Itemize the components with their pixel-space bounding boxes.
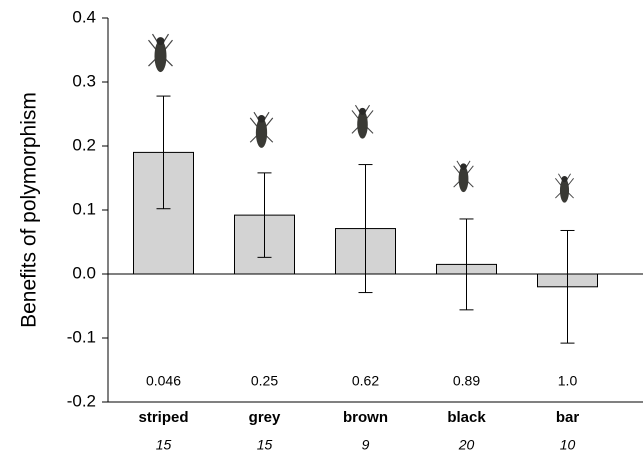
sample-size: 15 bbox=[257, 437, 273, 453]
sample-size: 10 bbox=[560, 437, 576, 453]
y-tick-label: 0.0 bbox=[72, 263, 96, 282]
insect-part bbox=[359, 108, 366, 115]
y-tick-label: -0.1 bbox=[67, 327, 96, 346]
y-tick-label: 0.2 bbox=[72, 135, 96, 154]
x-tick-label: grey bbox=[249, 409, 281, 426]
p-value: 0.62 bbox=[352, 373, 379, 389]
p-value: 0.25 bbox=[251, 373, 278, 389]
insect-icon bbox=[149, 34, 173, 72]
insect-part bbox=[460, 163, 467, 170]
y-tick-label: 0.4 bbox=[72, 7, 96, 26]
chart: Benefits of polymorphism -0.2 -0.1 0.0 0.1 0… bbox=[0, 0, 643, 458]
insect-icon bbox=[352, 105, 373, 138]
insect-icon bbox=[454, 161, 474, 192]
x-tick-label: black bbox=[447, 409, 486, 426]
p-value: 0.046 bbox=[146, 373, 181, 389]
sample-size: 20 bbox=[458, 437, 475, 453]
y-tick-label: 0.3 bbox=[72, 71, 96, 90]
sample-size: 9 bbox=[362, 437, 370, 453]
insect-part bbox=[561, 176, 567, 182]
sample-size: 15 bbox=[156, 437, 172, 453]
y-tick-label: -0.2 bbox=[67, 391, 96, 410]
y-tick-label: 0.1 bbox=[72, 199, 96, 218]
x-tick-label: bar bbox=[556, 409, 580, 426]
insect-icon bbox=[555, 174, 573, 203]
insect-icon bbox=[250, 112, 273, 148]
y-axis-title: Benefits of polymorphism bbox=[18, 92, 41, 328]
p-value: 1.0 bbox=[558, 373, 578, 389]
insect-part bbox=[258, 115, 266, 123]
x-tick-label: striped bbox=[138, 409, 188, 426]
insect-part bbox=[157, 37, 165, 45]
x-tick-label: brown bbox=[343, 409, 388, 426]
p-value: 0.89 bbox=[453, 373, 480, 389]
